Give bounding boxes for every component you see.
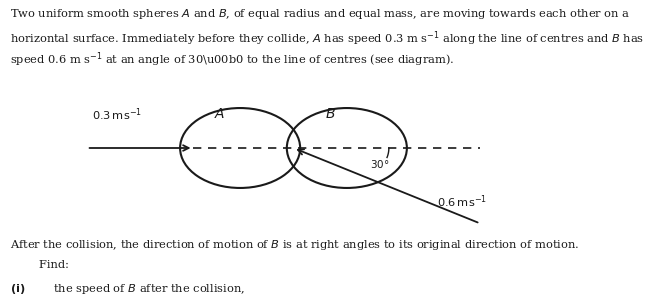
Text: After the collision, the direction of motion of $B$ is at right angles to its or: After the collision, the direction of mo… [10,238,579,252]
Text: Find:: Find: [10,260,69,271]
Text: Two uniform smooth spheres $A$ and $B$, of equal radius and equal mass, are movi: Two uniform smooth spheres $A$ and $B$, … [10,7,630,21]
Text: $B$: $B$ [325,107,336,121]
Text: $A$: $A$ [215,107,225,121]
Text: speed 0.6 m s$^{-1}$ at an angle of 30\u00b0 to the line of centres (see diagram: speed 0.6 m s$^{-1}$ at an angle of 30\u… [10,51,454,69]
Text: $\bf{(i)}$        the speed of $B$ after the collision,: $\bf{(i)}$ the speed of $B$ after the co… [10,282,245,296]
Text: horizontal surface. Immediately before they collide, $A$ has speed 0.3 m s$^{-1}: horizontal surface. Immediately before t… [10,29,644,48]
Text: $30°$: $30°$ [370,158,390,170]
Text: $0.6\,\mathrm{ms}^{-1}$: $0.6\,\mathrm{ms}^{-1}$ [437,193,487,210]
Text: $0.3\,\mathrm{ms}^{-1}$: $0.3\,\mathrm{ms}^{-1}$ [92,106,141,123]
